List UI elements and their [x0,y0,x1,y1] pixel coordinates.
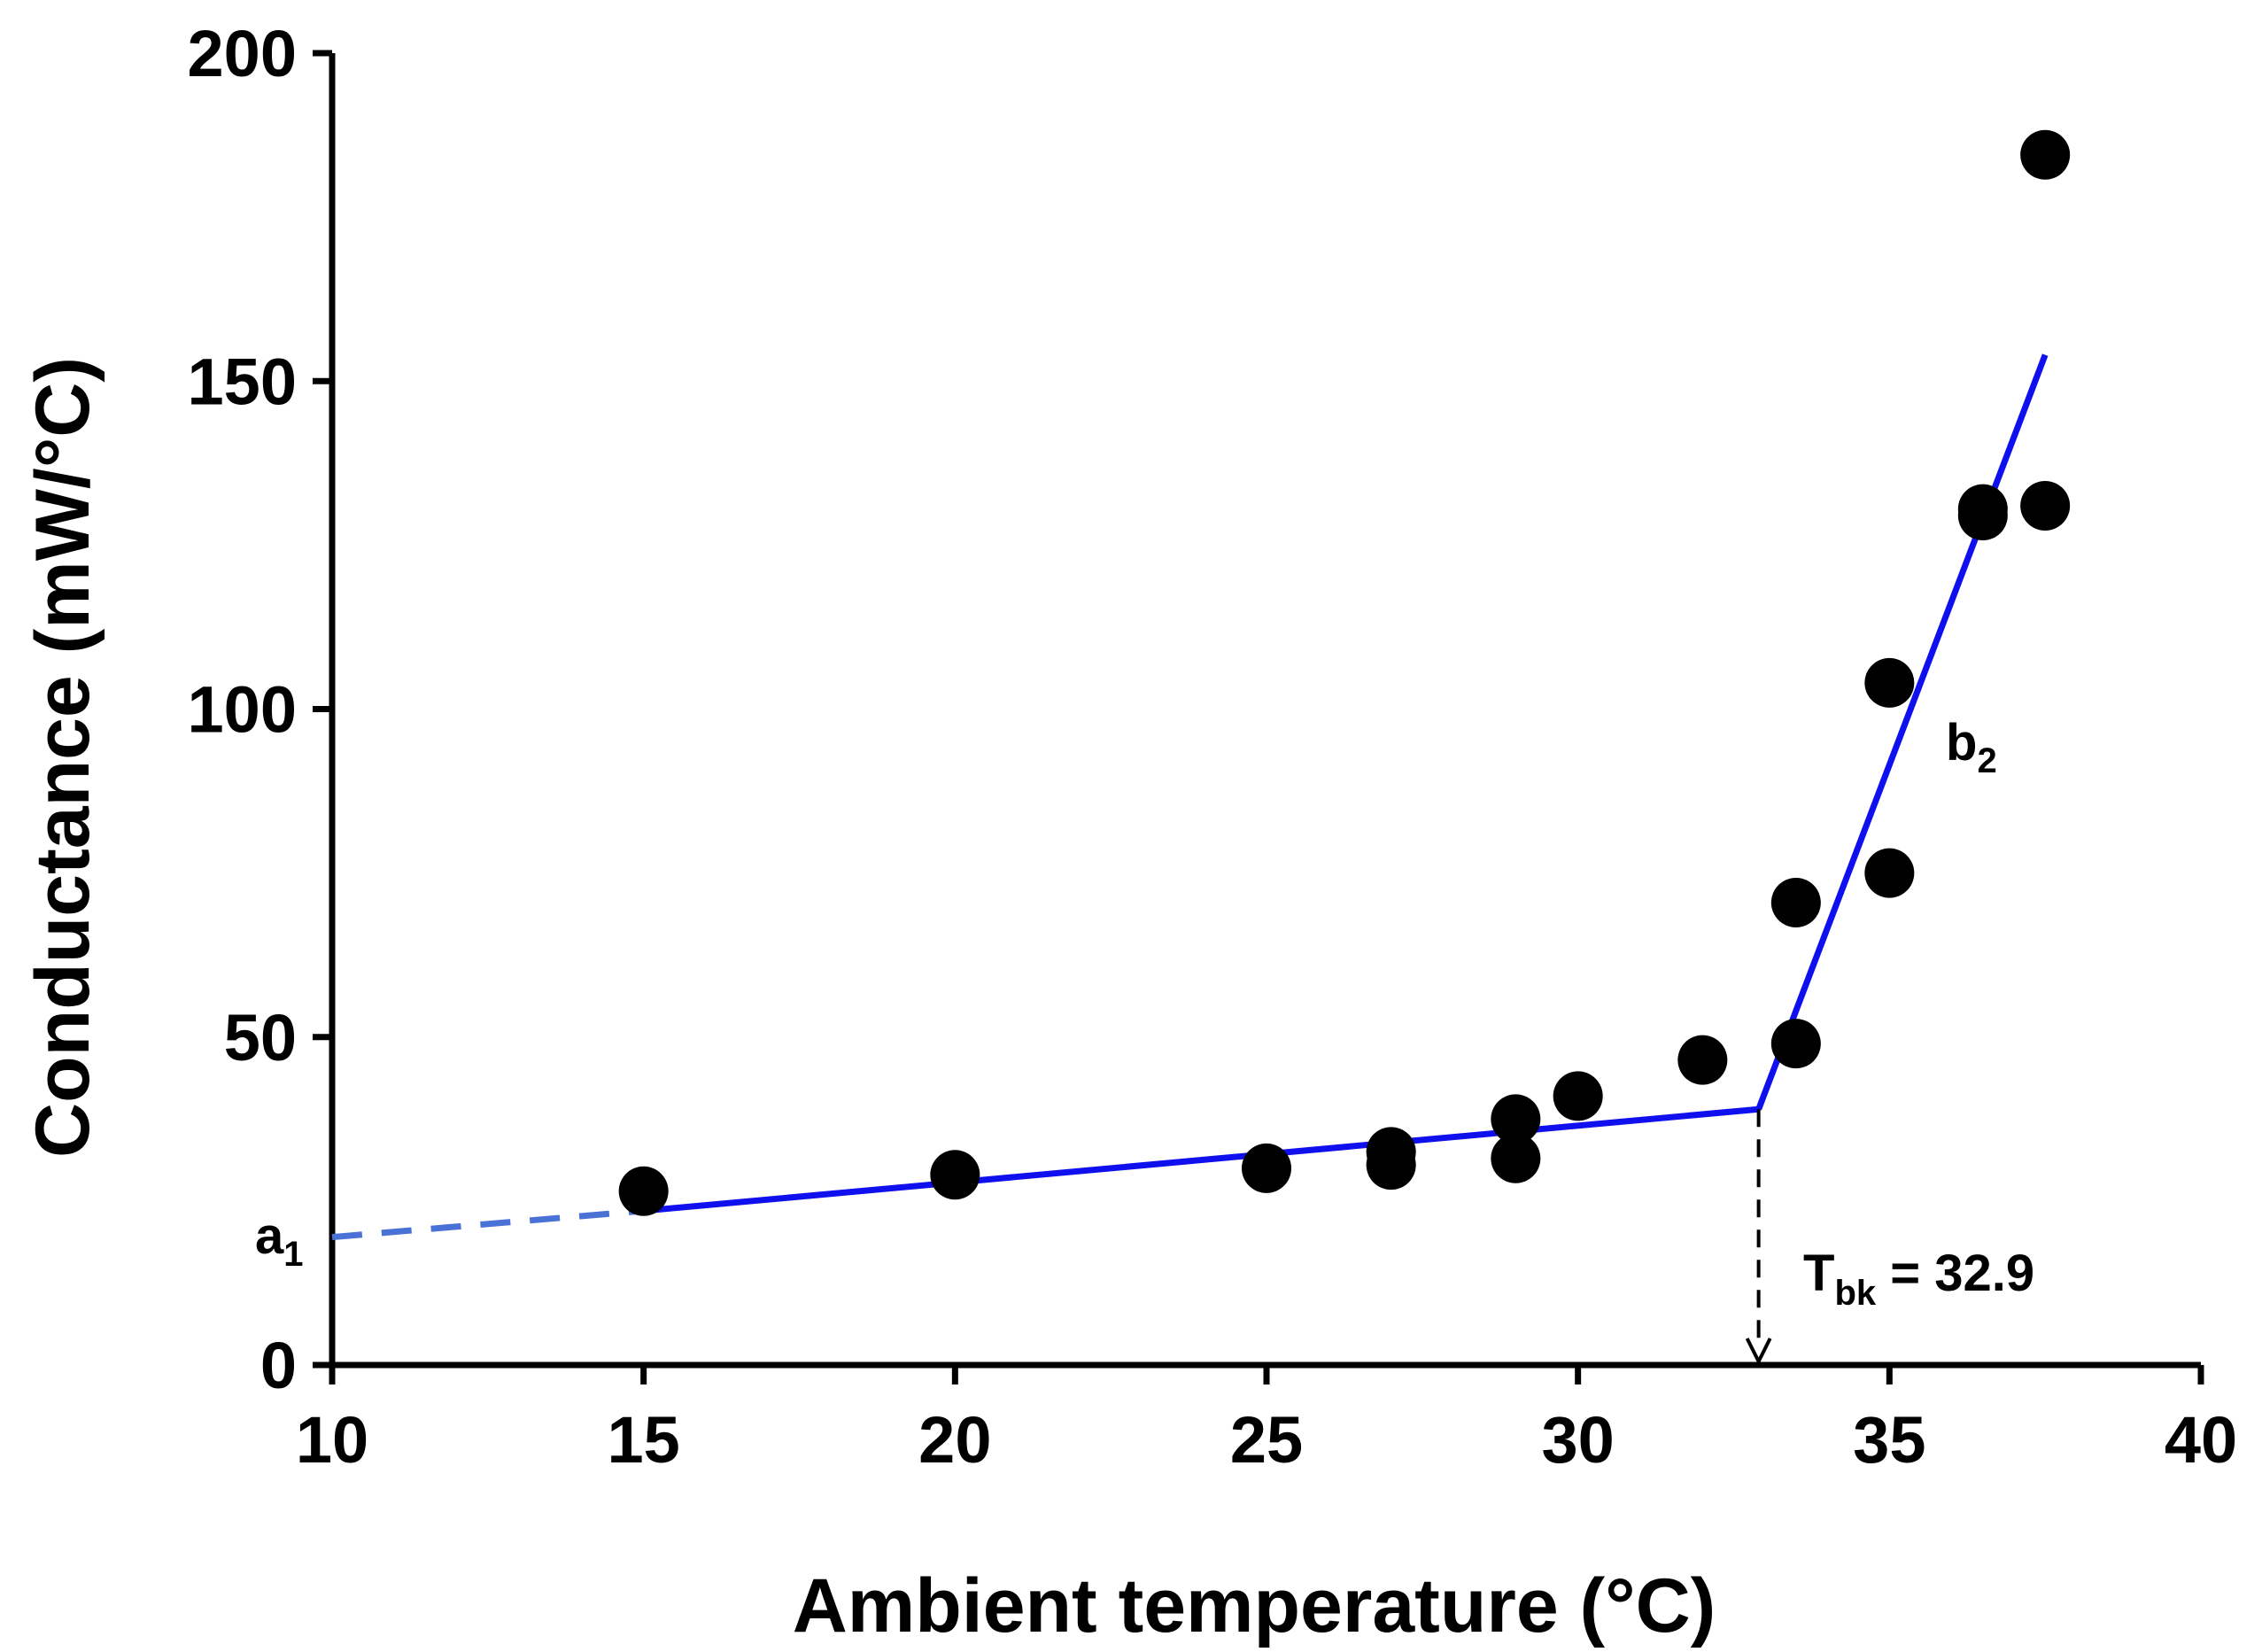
y-tick-label: 200 [188,17,297,90]
fit-lines [331,353,2049,1241]
x-tick-label: 20 [918,1403,991,1477]
y-axis-title: Conductance (mW/°C) [20,357,105,1158]
b2-label-base: b [1946,714,1977,772]
data-point [1491,1133,1541,1183]
x-tick-label: 40 [2165,1403,2237,1477]
breakpoint-label-value: = 32.9 [1876,1245,2034,1302]
x-axis-title: Ambient temperature (°C) [793,1563,1716,1648]
data-point [1677,1035,1728,1085]
breakpoint-label-sub: bk [1834,1274,1876,1313]
breakpoint-label: Tbk = 32.9 [1803,1245,2034,1313]
fit-line-segment-2 [1755,353,2049,1111]
x-tick-label: 25 [1230,1403,1303,1477]
b2-label: b2 [1946,714,1997,780]
y-tick-label: 0 [260,1329,297,1402]
y-tick-label: 50 [224,1001,297,1074]
data-point [1242,1143,1291,1193]
data-point [930,1150,980,1200]
x-tick-label: 10 [296,1403,368,1477]
x-tick-label: 30 [1542,1403,1615,1477]
data-point [1553,1071,1603,1121]
fit-line-segment-1-extrapolated [331,1207,644,1241]
fit-line-segment-1 [643,1105,1759,1214]
data-point [2020,129,2071,180]
breakpoint-arrowhead [1745,1338,1772,1366]
data-point [1864,848,1915,898]
y-tick-label: 150 [188,345,297,418]
a1-label-base: a [255,1207,284,1265]
x-tick-label: 35 [1853,1403,1925,1477]
b2-label-sub: 2 [1977,741,1996,780]
a1-label: a1 [255,1207,304,1274]
a1-label-sub: 1 [283,1235,303,1274]
data-point [1366,1127,1416,1177]
data-point [1957,484,2008,534]
data-point [1770,877,1821,927]
data-points [618,129,2071,1216]
y-tick-label: 100 [188,673,297,747]
data-point [2020,480,2071,531]
breakpoint-label-base: T [1803,1245,1834,1302]
data-point [1770,1019,1821,1069]
ticks: 0 50 100 150 200 10 15 20 25 30 35 40 [188,17,2238,1477]
x-tick-label: 15 [608,1403,680,1477]
breakpoint-marker [1745,1109,1772,1366]
data-point [1864,657,1915,708]
data-point [1491,1094,1541,1144]
data-point [618,1166,669,1216]
